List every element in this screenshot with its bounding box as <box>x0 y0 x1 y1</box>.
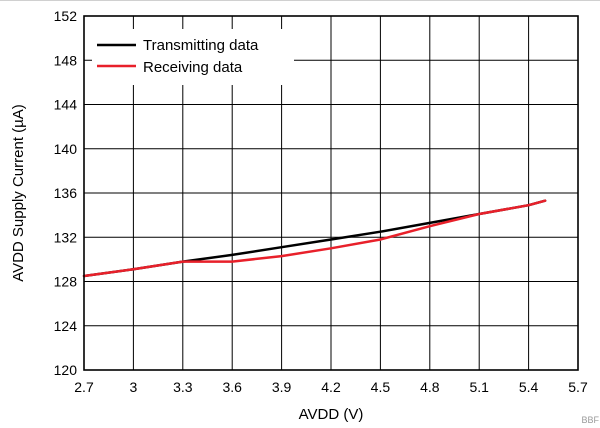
legend-background <box>92 29 294 85</box>
figure-code-label: BBF <box>581 415 599 425</box>
data-series <box>82 199 547 278</box>
y-tick-label: 152 <box>54 8 78 24</box>
x-tick-label: 5.7 <box>568 379 588 395</box>
legend-label-transmitting: Transmitting data <box>143 37 259 54</box>
y-tick-label: 144 <box>54 97 78 113</box>
y-tick-label: 148 <box>54 52 78 68</box>
legend-label-receiving: Receiving data <box>143 59 243 76</box>
y-tick-label: 132 <box>54 229 78 245</box>
x-tick-label: 5.1 <box>469 379 489 395</box>
x-tick-label: 4.5 <box>371 379 391 395</box>
plot-frame <box>83 15 579 371</box>
x-tick-label: 5.4 <box>519 379 539 395</box>
x-tick-label: 2.7 <box>74 379 94 395</box>
legend: Transmitting data Receiving data <box>92 29 294 85</box>
y-tick-label: 140 <box>54 141 78 157</box>
x-tick-label: 3.9 <box>272 379 292 395</box>
tick-labels: 2.7 3 3.3 3.6 3.9 4.2 4.5 4.8 5.1 5.4 5.7 120 124 128… <box>54 8 588 395</box>
x-tick-label: 4.2 <box>321 379 341 395</box>
y-axis-title: AVDD Supply Current (µA) <box>10 104 27 282</box>
x-tick-label: 3 <box>130 379 138 395</box>
figure-top-rule <box>0 0 600 1</box>
x-axis-title: AVDD (V) <box>299 406 364 423</box>
y-tick-label: 136 <box>54 185 78 201</box>
y-tick-label: 124 <box>54 318 78 334</box>
x-tick-label: 3.6 <box>222 379 242 395</box>
x-tick-label: 4.8 <box>420 379 440 395</box>
y-tick-label: 120 <box>54 362 78 378</box>
x-tick-label: 3.3 <box>173 379 193 395</box>
y-tick-label: 128 <box>54 274 78 290</box>
series-line-receiving <box>82 199 547 278</box>
